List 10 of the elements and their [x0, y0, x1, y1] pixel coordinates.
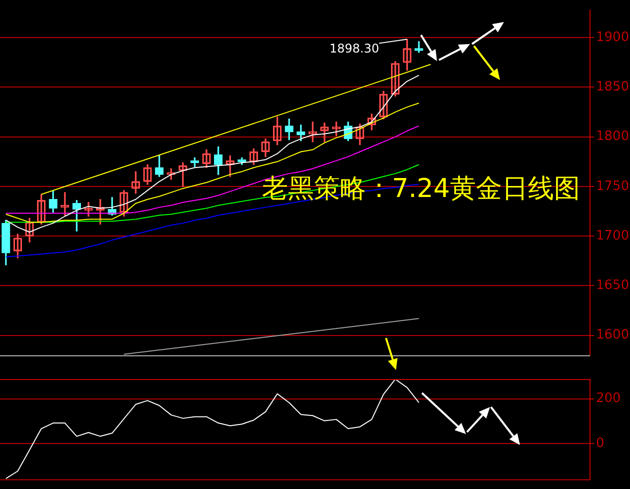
- y-tick-label: 0: [596, 436, 604, 452]
- y-tick-label: 1650: [596, 278, 630, 294]
- y-tick-label: 1750: [596, 178, 630, 194]
- y-tick-label: 200: [596, 391, 621, 406]
- annotation: 1898.30: [329, 41, 380, 56]
- y-tick-label: 1600: [596, 328, 630, 343]
- y-tick-label: 1700: [596, 228, 630, 244]
- y-tick-label: 1800: [596, 129, 630, 144]
- y-tick-label: 1850: [596, 80, 630, 95]
- y-tick-label: 1900: [596, 30, 630, 45]
